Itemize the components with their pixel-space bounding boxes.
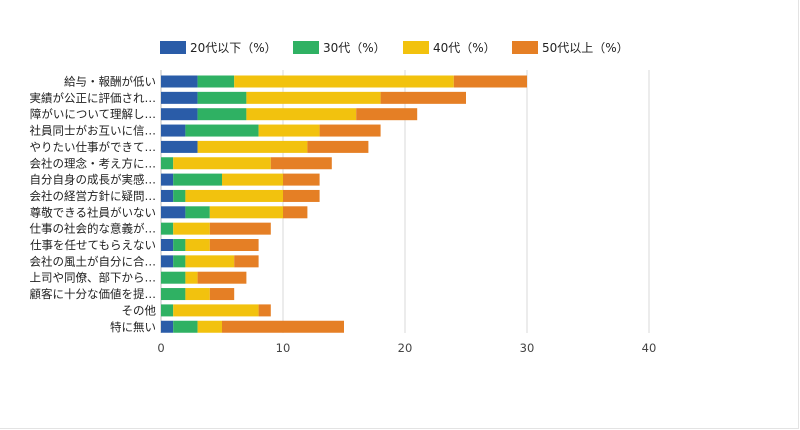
bar-segment-series-1[interactable]: [161, 304, 174, 317]
bar-segment-series-3[interactable]: [209, 222, 271, 235]
bar-segment-series-3[interactable]: [270, 157, 332, 170]
bar-segment-series-0[interactable]: [161, 124, 186, 137]
category-label: 会社の風土が自分に合…: [30, 254, 157, 268]
bars: [161, 75, 527, 333]
bar-segment-series-3[interactable]: [307, 140, 369, 153]
legend-label: 40代（%）: [433, 41, 496, 55]
bar-segment-series-2[interactable]: [209, 206, 283, 219]
bar-segment-series-1[interactable]: [185, 124, 259, 137]
bar-segment-series-2[interactable]: [185, 239, 210, 251]
bar-segment-series-2[interactable]: [197, 320, 222, 333]
x-axis-tick-labels: 0 10 20 30 40: [157, 341, 656, 355]
x-tick-label: 40: [642, 341, 657, 355]
bar-segment-series-2[interactable]: [173, 222, 210, 235]
bar-segment-series-3[interactable]: [319, 124, 381, 137]
bar-segment-series-2[interactable]: [173, 157, 271, 170]
bar-segment-series-2[interactable]: [185, 288, 210, 301]
bar-segment-series-3[interactable]: [356, 108, 418, 121]
bar-segment-series-0[interactable]: [161, 320, 174, 333]
category-label: 顧客に十分な価値を提…: [30, 287, 157, 301]
legend-swatch: [293, 41, 319, 54]
bar-segment-series-1[interactable]: [185, 206, 210, 219]
bar-segment-series-1[interactable]: [173, 255, 186, 268]
bar-segment-series-0[interactable]: [161, 206, 186, 219]
bar-segment-series-0[interactable]: [161, 75, 198, 88]
bar-segment-series-1[interactable]: [173, 173, 222, 186]
legend-label: 50代以上（%）: [542, 41, 629, 55]
x-tick-label: 30: [520, 341, 535, 355]
category-label: 仕事の社会的な意義が…: [30, 222, 157, 236]
bar-segment-series-1[interactable]: [197, 91, 247, 104]
bar-segment-series-3[interactable]: [453, 75, 527, 88]
bar-segment-series-1[interactable]: [161, 288, 186, 301]
bar-segment-series-0[interactable]: [161, 91, 198, 104]
legend-label: 20代以下（%）: [190, 41, 277, 55]
category-label: 特に無い: [110, 320, 156, 334]
category-label: やりたい仕事ができて…: [30, 140, 157, 154]
bar-segment-series-1[interactable]: [161, 222, 174, 235]
category-label: 尊敬できる社員がいない: [30, 205, 156, 219]
category-label: 社員同士がお互いに信…: [30, 124, 157, 138]
bar-segment-series-0[interactable]: [161, 255, 174, 268]
x-tick-label: 20: [398, 341, 413, 355]
bar-segment-series-1[interactable]: [173, 320, 198, 333]
bar-segment-series-3[interactable]: [380, 91, 466, 104]
category-label: 会社の理念・考え方に…: [30, 156, 157, 170]
category-label: 上司や同僚、部下から…: [30, 271, 157, 285]
bar-segment-series-1[interactable]: [161, 271, 186, 284]
x-tick-label: 10: [276, 341, 291, 355]
bar-segment-series-1[interactable]: [173, 189, 186, 202]
bar-segment-series-2[interactable]: [185, 189, 283, 202]
bar-segment-series-0[interactable]: [161, 173, 174, 186]
bar-segment-series-2[interactable]: [185, 271, 198, 284]
legend-swatch: [160, 41, 186, 54]
legend-swatch: [512, 41, 538, 54]
category-label: 障がいについて理解し…: [30, 107, 156, 121]
bar-segment-series-2[interactable]: [258, 124, 320, 137]
bar-segment-series-2[interactable]: [234, 75, 454, 88]
bar-segment-series-1[interactable]: [161, 157, 174, 170]
bar-segment-series-0[interactable]: [161, 189, 174, 202]
bar-segment-series-1[interactable]: [173, 239, 186, 251]
bar-segment-series-3[interactable]: [209, 239, 259, 251]
bar-segment-series-0[interactable]: [161, 140, 198, 153]
bar-segment-series-1[interactable]: [197, 75, 235, 88]
bar-segment-series-2[interactable]: [246, 108, 357, 121]
bar-segment-series-3[interactable]: [258, 304, 271, 317]
x-tick-label: 0: [157, 341, 164, 355]
bar-segment-series-3[interactable]: [283, 173, 320, 186]
bar-segment-series-3[interactable]: [283, 189, 320, 202]
legend-swatch: [403, 41, 429, 54]
bar-segment-series-2[interactable]: [222, 173, 283, 186]
bar-segment-series-3[interactable]: [209, 288, 235, 301]
bar-segment-series-2[interactable]: [197, 140, 308, 153]
bar-segment-series-2[interactable]: [246, 91, 381, 104]
legend[interactable]: 20代以下（%） 30代（%） 40代（%） 50代以上（%）: [160, 41, 629, 55]
bar-segment-series-3[interactable]: [197, 271, 247, 284]
category-label: 自分自身の成長が実感…: [30, 173, 157, 187]
bar-segment-series-3[interactable]: [283, 206, 308, 219]
category-label: 実績が公正に評価され…: [30, 91, 157, 105]
legend-label: 30代（%）: [323, 41, 386, 55]
legend-item[interactable]: 40代（%）: [403, 41, 496, 55]
bar-segment-series-2[interactable]: [185, 255, 235, 268]
legend-item[interactable]: 20代以下（%）: [160, 41, 277, 55]
bar-segment-series-3[interactable]: [234, 255, 259, 268]
legend-item[interactable]: 50代以上（%）: [512, 41, 629, 55]
bar-segment-series-0[interactable]: [161, 239, 174, 251]
category-label: その他: [122, 303, 157, 317]
bar-segment-series-2[interactable]: [173, 304, 259, 317]
category-label: 給与・報酬が低い: [64, 75, 156, 89]
bar-segment-series-0[interactable]: [161, 108, 198, 121]
bar-segment-series-3[interactable]: [222, 320, 344, 333]
category-label: 会社の経営方針に疑問…: [30, 189, 157, 203]
category-label: 仕事を任せてもらえない: [30, 238, 156, 252]
bar-segment-series-1[interactable]: [197, 108, 247, 121]
legend-item[interactable]: 30代（%）: [293, 41, 386, 55]
